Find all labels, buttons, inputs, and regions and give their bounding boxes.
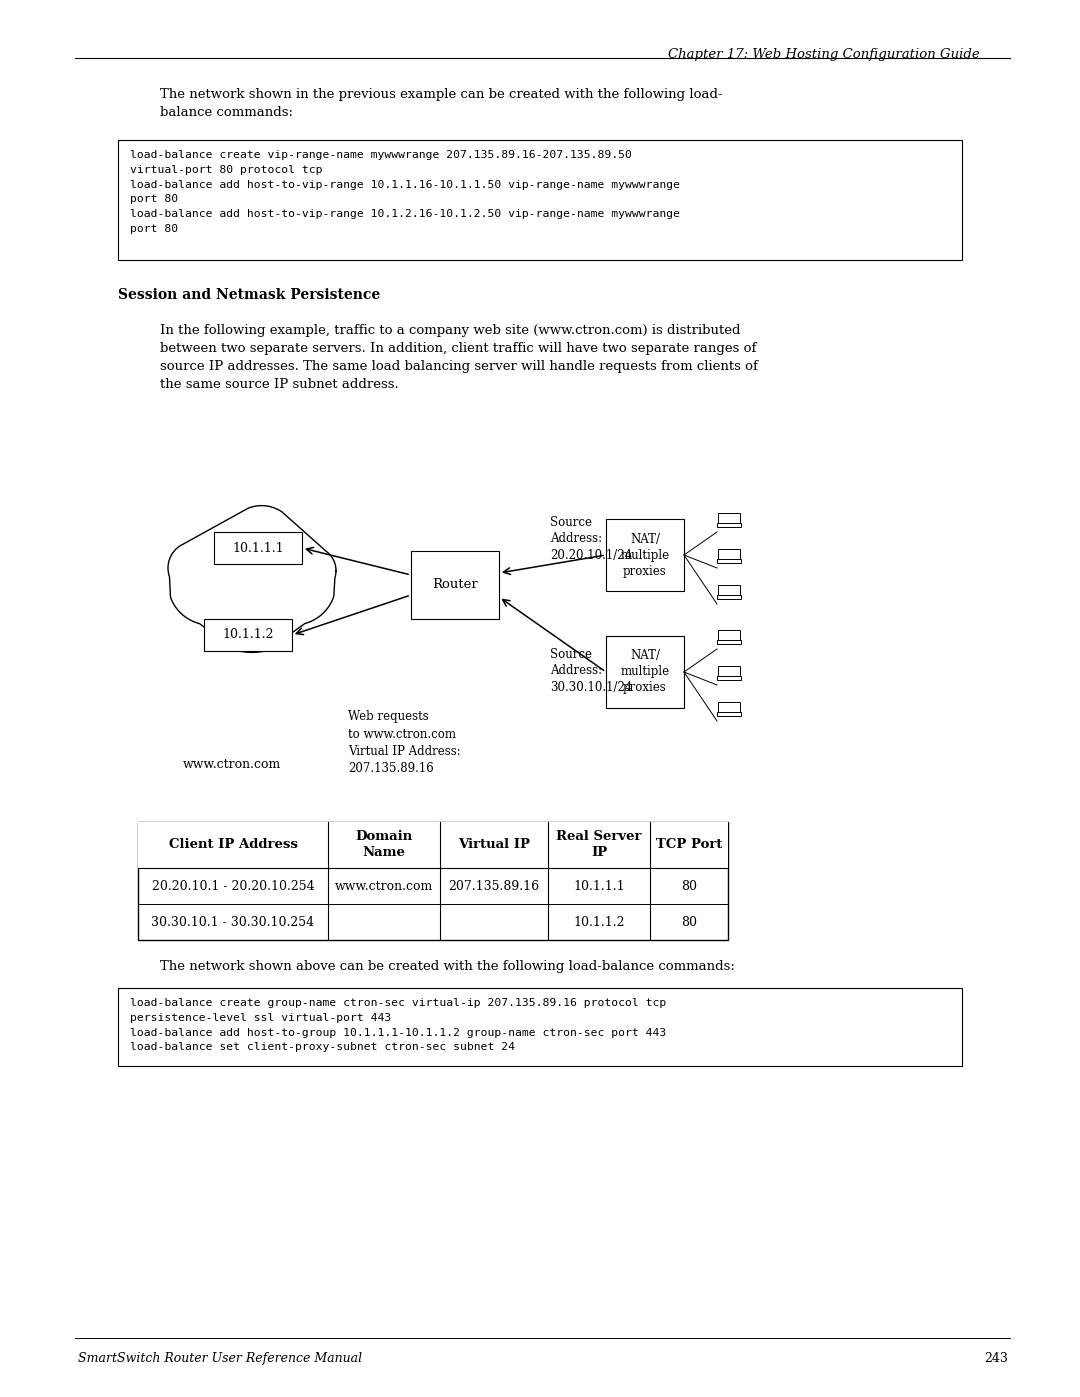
Text: www.ctron.com: www.ctron.com — [335, 880, 433, 893]
Bar — [118, 988, 962, 1066]
Bar — [718, 630, 740, 643]
Text: Client IP Address: Client IP Address — [168, 838, 297, 852]
Bar — [138, 821, 728, 868]
Text: TCP Port: TCP Port — [656, 838, 723, 852]
Text: Real Server
IP: Real Server IP — [556, 830, 642, 859]
Bar — [718, 703, 740, 715]
Text: Router: Router — [432, 578, 477, 591]
Bar — [718, 666, 740, 679]
Text: Source
Address:
30.30.10.1/24: Source Address: 30.30.10.1/24 — [550, 648, 633, 694]
Bar — [717, 595, 741, 599]
Text: 243: 243 — [984, 1352, 1008, 1365]
Text: 80: 80 — [681, 915, 697, 929]
Bar — [606, 520, 684, 591]
Text: Source
Address:
20.20.10.1/24: Source Address: 20.20.10.1/24 — [550, 515, 632, 562]
Text: Virtual IP: Virtual IP — [458, 838, 530, 852]
Bar — [717, 524, 741, 527]
Bar — [717, 676, 741, 680]
Bar — [138, 821, 728, 940]
Text: 20.20.10.1 - 20.20.10.254: 20.20.10.1 - 20.20.10.254 — [151, 880, 314, 893]
Text: 10.1.1.1: 10.1.1.1 — [232, 542, 284, 555]
Text: load-balance create group-name ctron-sec virtual-ip 207.135.89.16 protocol tcp
p: load-balance create group-name ctron-sec… — [130, 997, 666, 1052]
Bar — [411, 550, 499, 619]
Bar — [717, 559, 741, 563]
Bar — [214, 532, 302, 564]
Bar — [718, 513, 740, 527]
Text: 10.1.1.2: 10.1.1.2 — [573, 915, 624, 929]
Text: The network shown above can be created with the following load-balance commands:: The network shown above can be created w… — [160, 960, 734, 972]
Text: 10.1.1.2: 10.1.1.2 — [222, 629, 273, 641]
Text: In the following example, traffic to a company web site (www.ctron.com) is distr: In the following example, traffic to a c… — [160, 324, 758, 391]
Text: www.ctron.com: www.ctron.com — [183, 759, 281, 771]
Text: 10.1.1.1: 10.1.1.1 — [573, 880, 625, 893]
Bar — [606, 636, 684, 708]
Text: Web requests
to www.ctron.com
Virtual IP Address:
207.135.89.16: Web requests to www.ctron.com Virtual IP… — [348, 710, 461, 775]
Text: 207.135.89.16: 207.135.89.16 — [448, 880, 540, 893]
Bar — [717, 712, 741, 717]
Text: Chapter 17: Web Hosting Configuration Guide: Chapter 17: Web Hosting Configuration Gu… — [669, 47, 980, 61]
Polygon shape — [168, 506, 336, 652]
Text: 30.30.10.1 - 30.30.10.254: 30.30.10.1 - 30.30.10.254 — [151, 915, 314, 929]
Bar — [718, 549, 740, 562]
Bar — [118, 140, 962, 260]
Bar — [717, 640, 741, 644]
Bar — [204, 619, 292, 651]
Text: NAT/
multiple
proxies: NAT/ multiple proxies — [620, 532, 670, 577]
Bar — [718, 585, 740, 598]
Text: SmartSwitch Router User Reference Manual: SmartSwitch Router User Reference Manual — [78, 1352, 362, 1365]
Text: Session and Netmask Persistence: Session and Netmask Persistence — [118, 288, 380, 302]
Text: load-balance create vip-range-name mywwwrange 207.135.89.16-207.135.89.50
virtua: load-balance create vip-range-name mywww… — [130, 149, 680, 235]
Text: NAT/
multiple
proxies: NAT/ multiple proxies — [620, 650, 670, 694]
Text: The network shown in the previous example can be created with the following load: The network shown in the previous exampl… — [160, 88, 723, 119]
Text: Domain
Name: Domain Name — [355, 830, 413, 859]
Text: 80: 80 — [681, 880, 697, 893]
